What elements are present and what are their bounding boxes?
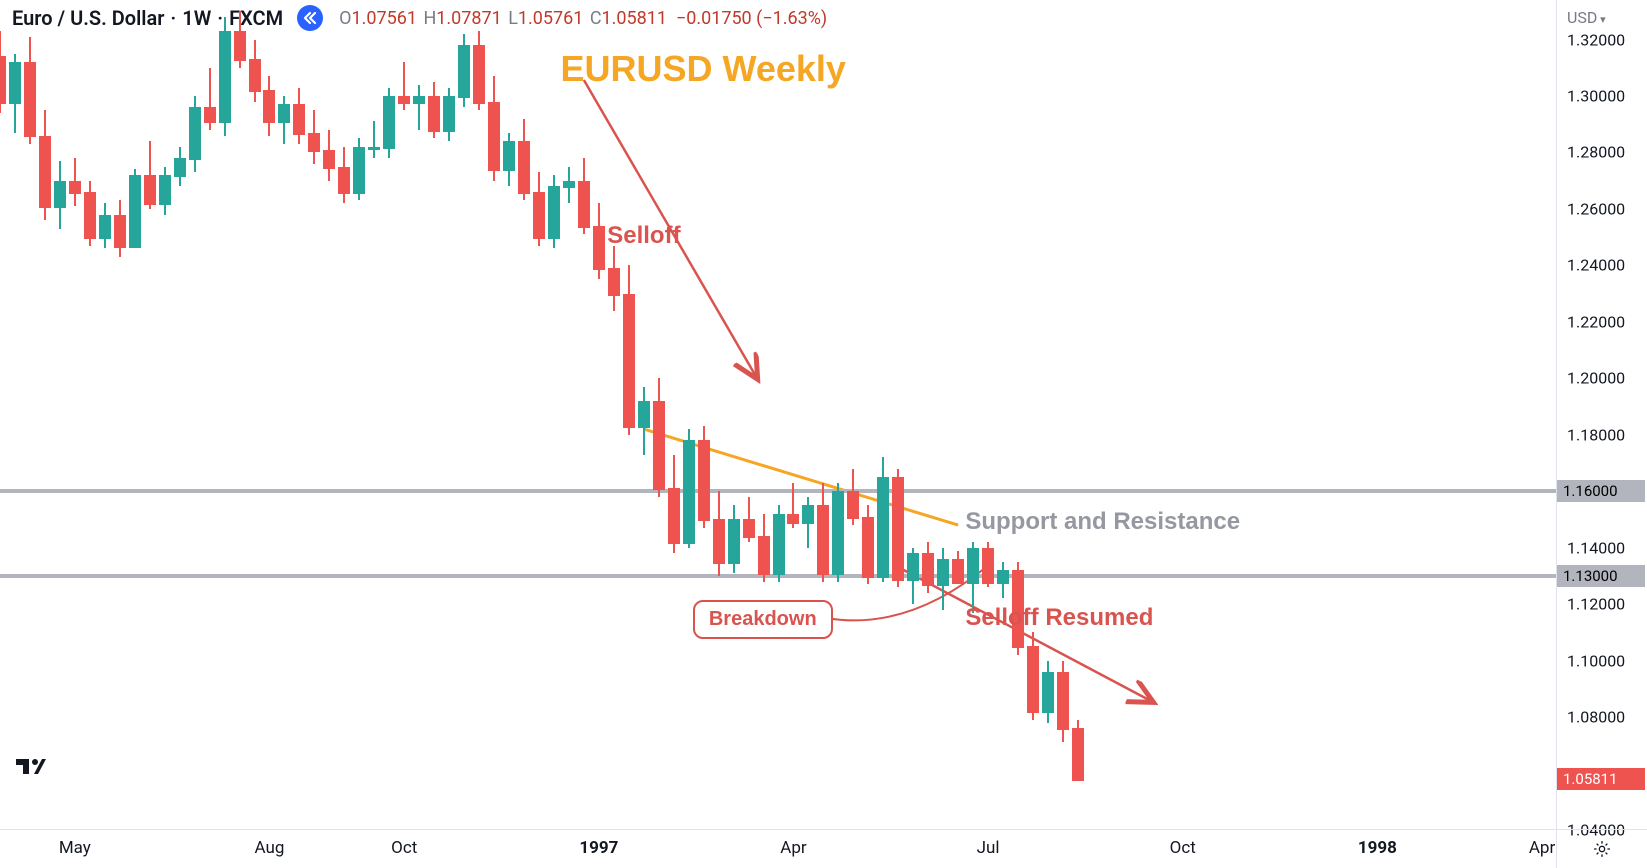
overlay-svg xyxy=(0,0,1557,830)
support-resistance-annotation: Support and Resistance xyxy=(965,508,1240,536)
breakdown-callout: Breakdown xyxy=(693,600,833,639)
price-tick: 1.22000 xyxy=(1567,312,1625,331)
time-tick: Oct xyxy=(391,838,417,858)
chart-plot-area[interactable]: EURUSD Weekly Selloff Support and Resistan… xyxy=(0,0,1557,830)
price-tick: 1.14000 xyxy=(1567,538,1625,557)
price-scale[interactable]: USD 1.32000 1.30000 1.28000 1.26000 1.24000 1… xyxy=(1556,0,1647,830)
last-price-badge: 1.05811 xyxy=(1557,768,1645,790)
price-tick: 1.10000 xyxy=(1567,651,1625,670)
settings-gear-icon[interactable] xyxy=(1556,829,1647,868)
price-tick: 1.32000 xyxy=(1567,30,1625,49)
price-tick: 1.26000 xyxy=(1567,199,1625,218)
price-tick: 1.08000 xyxy=(1567,708,1625,727)
time-tick: Oct xyxy=(1170,838,1196,858)
selloff-annotation: Selloff xyxy=(607,222,680,250)
level-price-badge: 1.13000 xyxy=(1557,565,1645,587)
time-tick: 1998 xyxy=(1358,838,1397,858)
chart-title-annotation: EURUSD Weekly xyxy=(561,48,846,90)
time-tick: Jul xyxy=(977,838,1000,858)
price-tick: 1.20000 xyxy=(1567,369,1625,388)
time-tick: 1997 xyxy=(579,838,618,858)
selloff-resumed-annotation: Selloff Resumed xyxy=(965,604,1153,632)
tradingview-logo xyxy=(16,754,46,780)
time-tick: Apr xyxy=(780,838,806,858)
price-tick: 1.28000 xyxy=(1567,143,1625,162)
time-axis[interactable]: May Aug Oct 1997 Apr Jul Oct 1998 Apr xyxy=(0,829,1557,868)
price-tick: 1.18000 xyxy=(1567,425,1625,444)
level-price-badge: 1.16000 xyxy=(1557,480,1645,502)
time-tick: May xyxy=(59,838,91,858)
price-currency[interactable]: USD xyxy=(1567,8,1606,27)
support-resistance-line xyxy=(0,489,1557,493)
time-tick: Aug xyxy=(255,838,285,858)
price-tick: 1.24000 xyxy=(1567,256,1625,275)
price-tick: 1.30000 xyxy=(1567,86,1625,105)
price-tick: 1.12000 xyxy=(1567,595,1625,614)
time-tick: Apr xyxy=(1529,838,1555,858)
